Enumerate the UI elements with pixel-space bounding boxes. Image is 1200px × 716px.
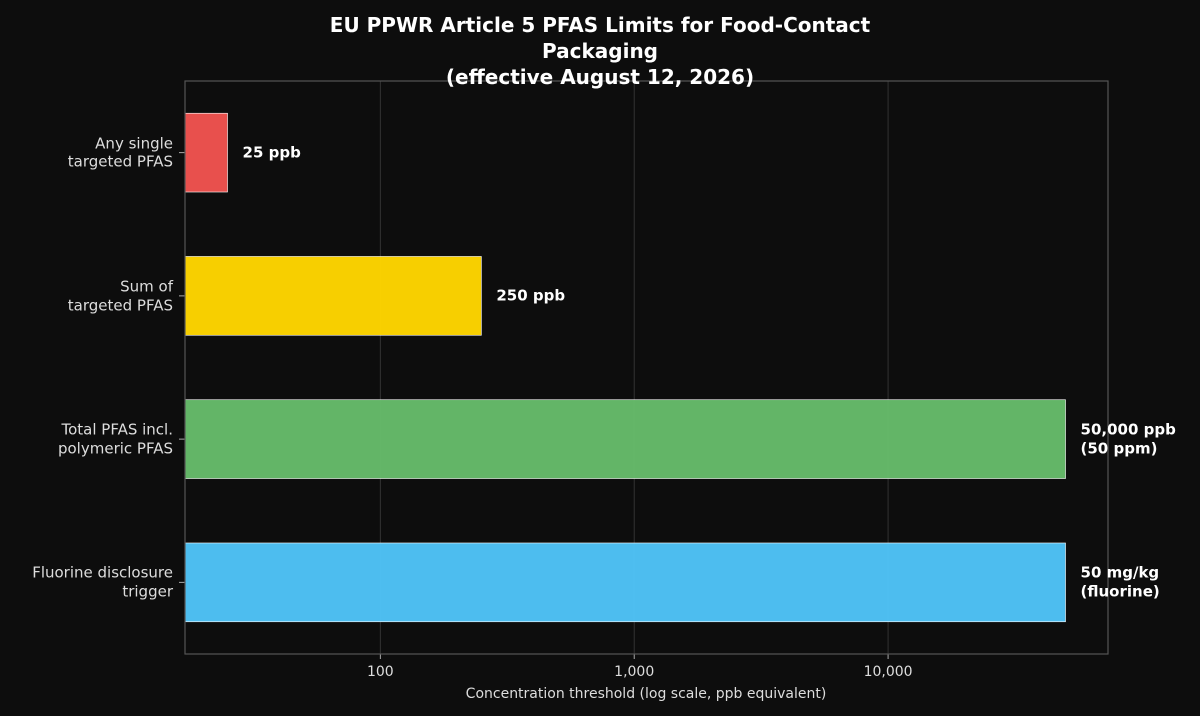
x-axis-label: Concentration threshold (log scale, ppb … — [465, 686, 827, 702]
x-tick-label: 1,000 — [614, 664, 655, 680]
value-label: 25 ppb — [242, 143, 301, 162]
value-label: 250 ppb — [496, 286, 566, 305]
y-tick-label: Fluorine disclosure trigger — [32, 563, 173, 601]
bar — [184, 256, 482, 336]
y-tick-label: Any single targeted PFAS — [67, 133, 173, 171]
value-label: 50,000 ppb (50 ppm) — [1080, 420, 1176, 458]
bar — [184, 399, 1066, 479]
bar — [184, 542, 1066, 623]
plot-frame — [184, 80, 1109, 655]
y-tick-label: Total PFAS incl. polymeric PFAS — [57, 420, 173, 458]
chart-title: EU PPWR Article 5 PFAS Limits for Food-C… — [329, 13, 871, 89]
x-tick-label: 100 — [366, 664, 394, 680]
value-label: 50 mg/kg (fluorine) — [1080, 563, 1160, 601]
x-tick-label: 10,000 — [863, 664, 913, 680]
bar — [184, 112, 228, 193]
y-tick-label: Sum of targeted PFAS — [67, 277, 173, 314]
